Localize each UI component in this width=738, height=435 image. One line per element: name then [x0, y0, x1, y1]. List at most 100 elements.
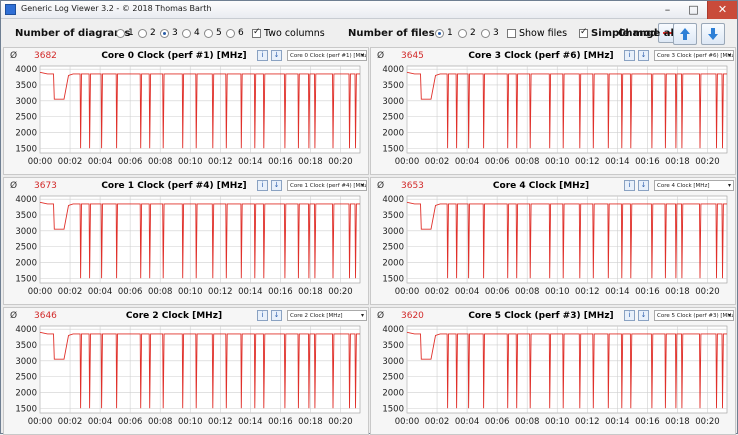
diagram-panel: Ø 3620 Core 5 Clock (perf #3) [MHz] i ↓ Core … [370, 307, 736, 435]
average-symbol: Ø [10, 51, 18, 61]
diagrams-radio-5[interactable] [204, 29, 213, 38]
change-all-up-button[interactable] [673, 23, 697, 45]
files-label: Number of files [348, 28, 435, 39]
sensor-select[interactable]: Core 1 Clock (perf #4) [MHz] ▾ [287, 180, 367, 191]
x-tick-label: 00:10 [178, 417, 203, 427]
y-tick-label: 3000 [15, 357, 37, 367]
y-tick-label: 2500 [382, 373, 404, 383]
clock-series-line [406, 71, 727, 149]
diagrams-radio-2[interactable] [138, 29, 147, 38]
move-up-button[interactable]: i [257, 180, 268, 191]
panel-title: Core 2 Clock [MHz] [125, 311, 223, 321]
show-files-checkbox[interactable] [507, 29, 516, 38]
move-up-button[interactable]: i [624, 310, 635, 321]
y-tick-label: 4000 [15, 325, 37, 335]
sensor-select[interactable]: Core 5 Clock (perf #3) [MHz] ▾ [654, 310, 734, 321]
x-tick-label: 00:14 [238, 157, 263, 167]
panel-title: Core 4 Clock [MHz] [492, 181, 590, 191]
y-tick-label: 4000 [382, 325, 404, 335]
x-tick-label: 00:12 [575, 417, 600, 427]
x-tick-label: 00:06 [118, 417, 143, 427]
change-all-down-button[interactable] [701, 23, 725, 45]
arrow-up-icon [680, 28, 690, 40]
x-tick-label: 00:18 [665, 417, 690, 427]
x-tick-label: 00:16 [268, 417, 293, 427]
x-tick-label: 00:18 [298, 287, 323, 297]
move-up-button[interactable]: i [624, 50, 635, 61]
y-tick-label: 1500 [382, 144, 404, 154]
x-tick-label: 00:02 [58, 287, 83, 297]
move-up-button[interactable]: i [257, 310, 268, 321]
files-radio-1[interactable] [435, 29, 444, 38]
files-radio-3[interactable] [481, 29, 490, 38]
files-radio-2[interactable] [458, 29, 467, 38]
x-tick-label: 00:06 [118, 157, 143, 167]
x-tick-label: 00:04 [88, 287, 113, 297]
y-tick-label: 4000 [15, 65, 37, 75]
average-value: 3620 [401, 311, 424, 321]
x-tick-label: 00:20 [328, 157, 353, 167]
diagrams-radio-1[interactable] [116, 29, 125, 38]
move-down-button[interactable]: ↓ [271, 310, 282, 321]
panel-header: Ø 3646 Core 2 Clock [MHz] i ↓ Core 2 Clock [M… [4, 308, 368, 324]
sensor-select[interactable]: Core 3 Clock (perf #6) [MHz] ▾ [654, 50, 734, 61]
x-tick-label: 00:08 [515, 157, 540, 167]
y-tick-label: 2500 [382, 113, 404, 123]
diagrams-radio-3[interactable] [160, 29, 169, 38]
y-tick-label: 2000 [382, 388, 404, 398]
sensor-select[interactable]: Core 2 Clock [MHz] ▾ [287, 310, 367, 321]
move-down-button[interactable]: ↓ [271, 50, 282, 61]
diagram-panel: Ø 3653 Core 4 Clock [MHz] i ↓ Core 4 Clock [M… [370, 177, 736, 305]
chevron-down-icon: ▾ [360, 52, 364, 59]
diagram-panel: Ø 3673 Core 1 Clock (perf #4) [MHz] i ↓ Core … [3, 177, 369, 305]
x-tick-label: 00:20 [695, 287, 720, 297]
y-tick-label: 2500 [382, 243, 404, 253]
sensor-select-value: Core 0 Clock (perf #1) [MHz] [290, 53, 367, 59]
panel-title: Core 0 Clock (perf #1) [MHz] [101, 51, 247, 61]
y-tick-label: 3500 [382, 211, 404, 221]
window-title: Generic Log Viewer 3.2 - © 2018 Thomas B… [21, 4, 212, 13]
sensor-select-value: Core 2 Clock [MHz] [290, 313, 343, 319]
move-down-button[interactable]: ↓ [638, 310, 649, 321]
clock-series-line [39, 201, 360, 279]
plot-area [39, 65, 361, 154]
move-down-button[interactable]: ↓ [271, 180, 282, 191]
average-symbol: Ø [377, 51, 385, 61]
average-value: 3673 [34, 181, 57, 191]
x-tick-label: 00:04 [455, 157, 480, 167]
move-up-button[interactable]: i [257, 50, 268, 61]
average-symbol: Ø [10, 181, 18, 191]
panel-header: Ø 3682 Core 0 Clock (perf #1) [MHz] i ↓ Core … [4, 48, 368, 64]
x-tick-label: 00:06 [118, 287, 143, 297]
y-tick-label: 1500 [382, 274, 404, 284]
diagrams-radio-4[interactable] [182, 29, 191, 38]
diagram-panel: Ø 3645 Core 3 Clock (perf #6) [MHz] i ↓ Core … [370, 47, 736, 175]
move-down-button[interactable]: ↓ [638, 180, 649, 191]
x-tick-label: 00:12 [208, 157, 233, 167]
average-value: 3646 [34, 311, 57, 321]
x-tick-label: 00:06 [485, 157, 510, 167]
two-columns-checkbox[interactable] [252, 27, 261, 38]
average-value: 3645 [401, 51, 424, 61]
x-tick-label: 00:08 [148, 417, 173, 427]
x-tick-label: 00:12 [208, 287, 233, 297]
maximize-icon[interactable]: □ [688, 3, 699, 16]
sensor-select[interactable]: Core 0 Clock (perf #1) [MHz] ▾ [287, 50, 367, 61]
x-tick-label: 00:08 [148, 157, 173, 167]
x-tick-label: 00:02 [425, 417, 450, 427]
y-tick-label: 3500 [15, 211, 37, 221]
close-icon[interactable]: ✕ [707, 1, 737, 19]
x-tick-label: 00:06 [485, 287, 510, 297]
x-tick-label: 00:18 [665, 287, 690, 297]
move-up-button[interactable]: i [624, 180, 635, 191]
sensor-select-value: Core 4 Clock [MHz] [657, 183, 710, 189]
diagrams-radio-label: 6 [238, 28, 244, 38]
sensor-select[interactable]: Core 4 Clock [MHz] ▾ [654, 180, 734, 191]
minimize-icon[interactable]: – [664, 3, 671, 16]
move-down-button[interactable]: ↓ [638, 50, 649, 61]
y-tick-label: 2000 [15, 128, 37, 138]
x-tick-label: 00:16 [268, 157, 293, 167]
diagrams-radio-6[interactable] [226, 29, 235, 38]
simple-mode-checkbox[interactable] [579, 27, 588, 38]
x-tick-label: 00:08 [148, 287, 173, 297]
